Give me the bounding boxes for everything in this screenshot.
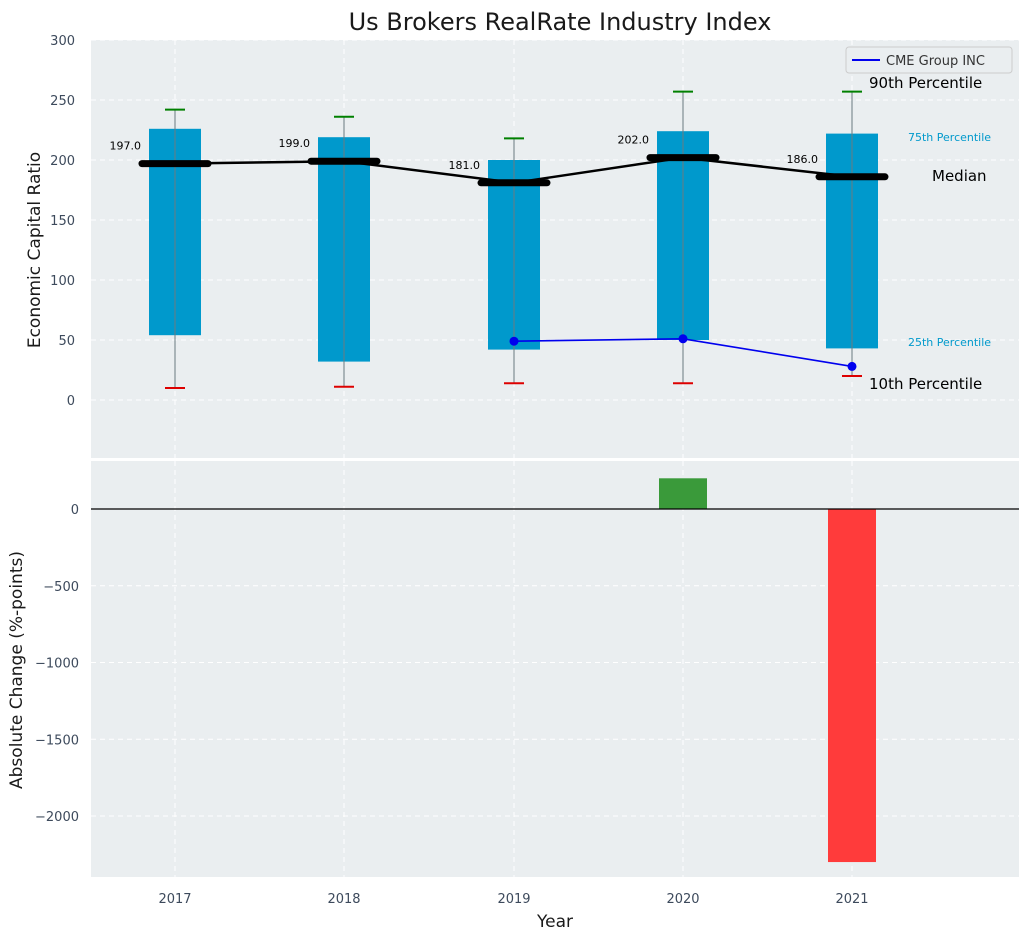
median-value-label: 197.0 (110, 140, 142, 153)
company-point (678, 334, 688, 344)
top-y-tick-label: 250 (50, 94, 75, 109)
top-y-tick-label: 200 (50, 154, 75, 169)
median-value-label: 181.0 (449, 159, 481, 172)
bottom-y-tick-label: 0 (71, 503, 79, 518)
x-tick-label: 2019 (497, 892, 530, 907)
bottom-plot-area (91, 461, 1019, 877)
annotation-90th: 90th Percentile (869, 74, 982, 92)
top-y-tick-label: 150 (50, 214, 75, 229)
x-tick-label: 2021 (835, 892, 868, 907)
bottom-y-ticks: 0 −500 −1000 −1500 −2000 (35, 503, 79, 825)
change-bar (828, 509, 876, 863)
top-y-tick-label: 50 (58, 334, 75, 349)
bottom-y-tick-label: −1000 (35, 657, 79, 672)
median-value-label: 199.0 (279, 137, 311, 150)
legend-box (845, 46, 1013, 74)
top-marks: 197.0 199.0 181.0 202.0 186.0 (110, 90, 889, 389)
top-y-ticks: 0 50 100 150 200 250 300 (50, 34, 75, 409)
bottom-y-tick-label: −1500 (35, 733, 79, 748)
chart-title: Us Brokers RealRate Industry Index (349, 8, 772, 36)
median-value-label: 186.0 (787, 153, 819, 166)
top-y-axis-label: Economic Capital Ratio (25, 152, 45, 348)
legend: CME Group INC (845, 46, 1013, 74)
bottom-y-tick-label: −2000 (35, 810, 79, 825)
bottom-y-axis-label: Absolute Change (%-points) (7, 551, 27, 789)
annotation-10th: 10th Percentile (869, 375, 982, 393)
top-plot-area (91, 40, 1019, 458)
annotation-75th: 75th Percentile (908, 131, 991, 144)
x-tick-label: 2018 (327, 892, 360, 907)
bottom-y-tick-label: −500 (43, 580, 79, 595)
bottom-panel: 0 −500 −1000 −1500 −2000 2017 2018 2019 2020 202… (7, 461, 1019, 932)
annotation-median: Median (932, 167, 987, 185)
top-panel: 197.0 199.0 181.0 202.0 186.0 0 50 100 150 200 25… (25, 34, 1019, 458)
bottom-marks (91, 478, 1019, 863)
top-y-tick-label: 300 (50, 34, 75, 49)
company-point (847, 361, 857, 371)
median-value-label: 202.0 (618, 134, 650, 147)
x-axis-label: Year (536, 912, 573, 932)
legend-label-company: CME Group INC (886, 54, 985, 69)
x-tick-label: 2020 (666, 892, 699, 907)
top-y-tick-label: 0 (67, 394, 75, 409)
company-point (509, 336, 519, 346)
change-bar (659, 478, 707, 509)
x-ticks: 2017 2018 2019 2020 2021 (158, 892, 868, 907)
annotation-25th: 25th Percentile (908, 336, 991, 349)
bottom-grid (91, 461, 1019, 877)
top-y-tick-label: 100 (50, 274, 75, 289)
x-tick-label: 2017 (158, 892, 191, 907)
